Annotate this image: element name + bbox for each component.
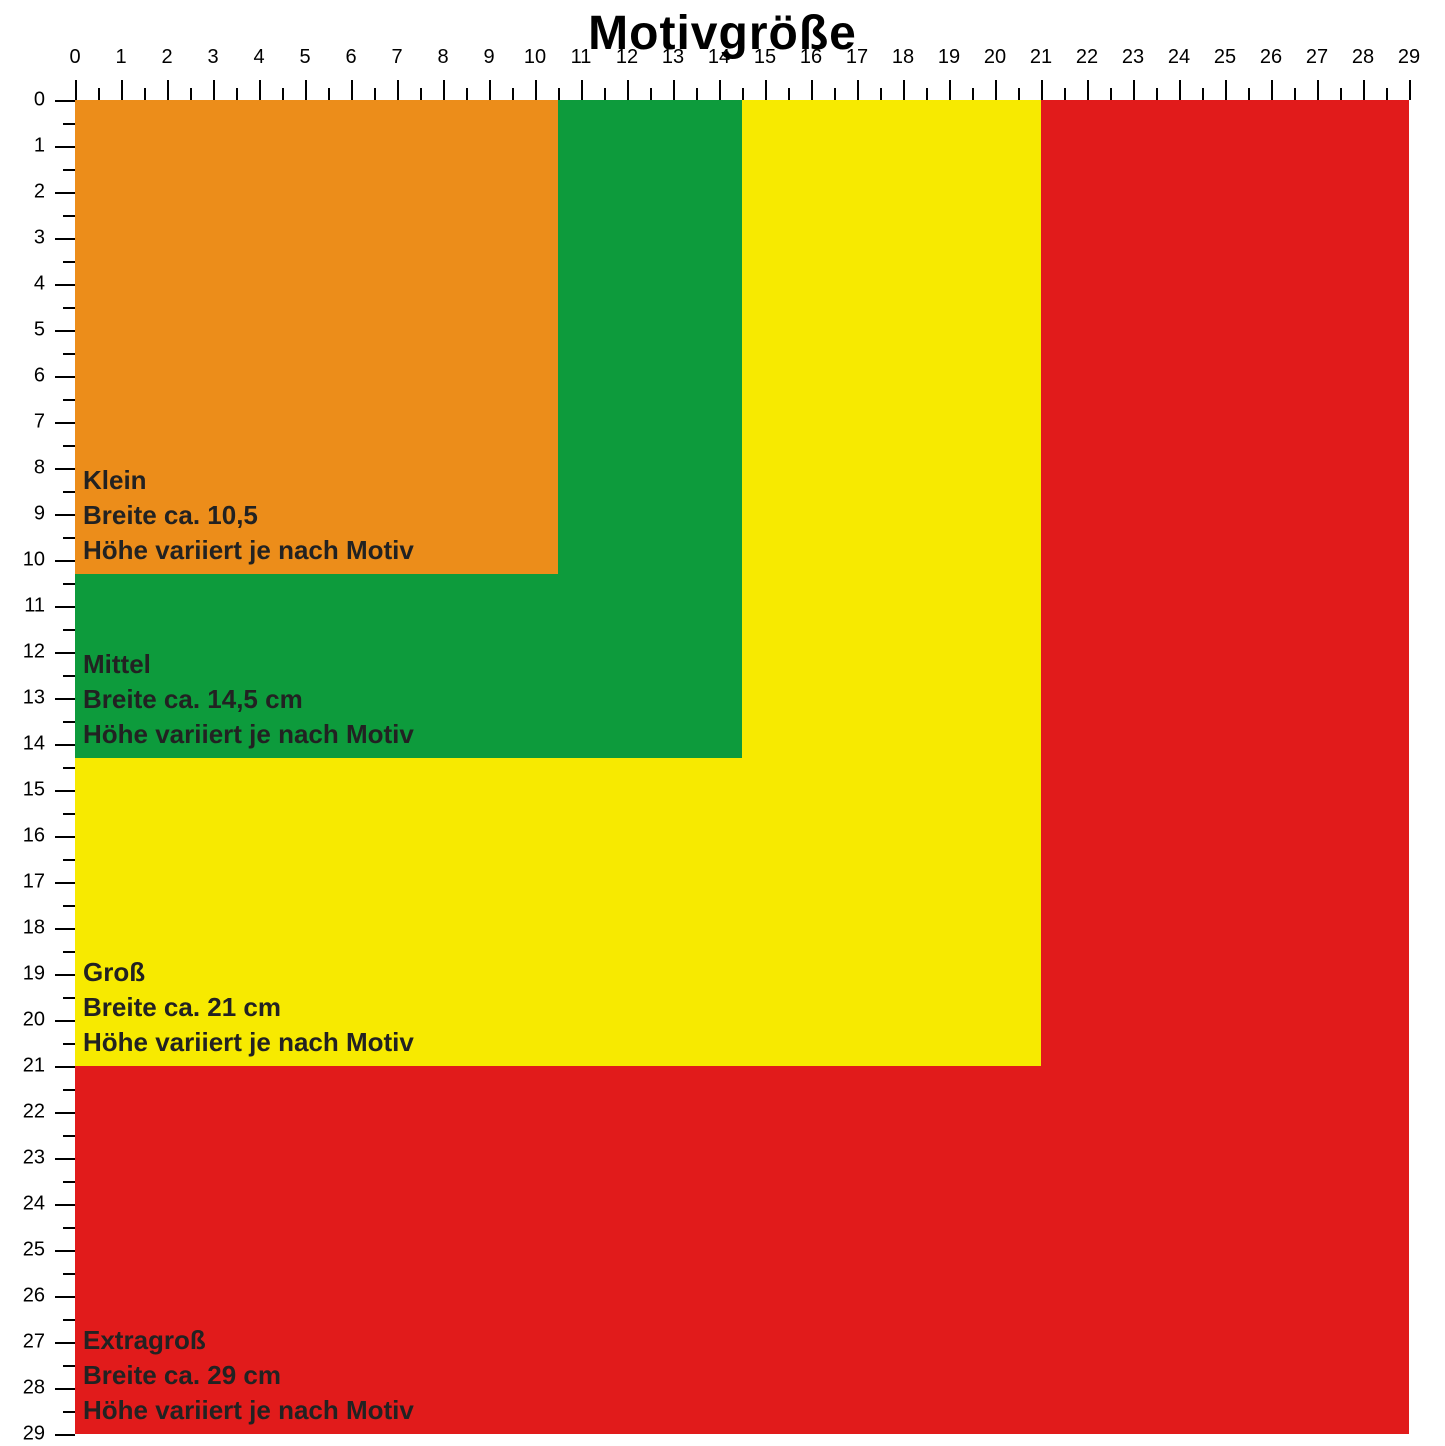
size-name: Extragroß [83, 1323, 414, 1358]
ruler-left-label: 28 [23, 1377, 45, 1400]
ruler-left-label: 21 [23, 1055, 45, 1078]
ruler-left-label: 12 [23, 641, 45, 664]
size-diagram: Motivgröße ExtragroßBreite ca. 29 cmHöhe… [0, 0, 1445, 1445]
ruler-top-label: 5 [299, 46, 310, 69]
size-name: Klein [83, 463, 414, 498]
ruler-top-label: 23 [1122, 46, 1144, 69]
ruler-left-label: 27 [23, 1331, 45, 1354]
ruler-left-label: 20 [23, 1009, 45, 1032]
ruler-top-label: 26 [1260, 46, 1282, 69]
ruler-top-label: 0 [69, 46, 80, 69]
ruler-left-label: 5 [34, 319, 45, 342]
ruler-top-label: 22 [1076, 46, 1098, 69]
ruler-left-label: 15 [23, 779, 45, 802]
ruler-left-label: 6 [34, 365, 45, 388]
ruler-left-label: 23 [23, 1147, 45, 1170]
ruler-top-label: 20 [984, 46, 1006, 69]
ruler-top-label: 18 [892, 46, 914, 69]
size-width: Breite ca. 21 cm [83, 990, 414, 1025]
ruler-left-label: 24 [23, 1193, 45, 1216]
size-label-mittel: MittelBreite ca. 14,5 cmHöhe variiert je… [83, 647, 414, 752]
ruler-left-label: 22 [23, 1101, 45, 1124]
size-width: Breite ca. 14,5 cm [83, 682, 414, 717]
ruler-left-label: 13 [23, 687, 45, 710]
ruler-top-label: 28 [1352, 46, 1374, 69]
ruler-top-label: 4 [253, 46, 264, 69]
ruler-top-label: 19 [938, 46, 960, 69]
size-height: Höhe variiert je nach Motiv [83, 1025, 414, 1060]
ruler-top-label: 24 [1168, 46, 1190, 69]
ruler-top-label: 10 [524, 46, 546, 69]
ruler-top-label: 11 [571, 46, 592, 69]
ruler-left-label: 2 [34, 181, 45, 204]
ruler-top-label: 3 [207, 46, 218, 69]
ruler-left-label: 26 [23, 1285, 45, 1308]
size-height: Höhe variiert je nach Motiv [83, 717, 414, 752]
size-width: Breite ca. 29 cm [83, 1358, 414, 1393]
size-height: Höhe variiert je nach Motiv [83, 533, 414, 568]
ruler-top-label: 13 [662, 46, 684, 69]
ruler-left-label: 0 [34, 89, 45, 112]
ruler-left-label: 3 [34, 227, 45, 250]
ruler-left-label: 29 [23, 1423, 45, 1446]
ruler-left-label: 16 [23, 825, 45, 848]
ruler-left-label: 4 [34, 273, 45, 296]
size-height: Höhe variiert je nach Motiv [83, 1393, 414, 1428]
chart-area: ExtragroßBreite ca. 29 cmHöhe variiert j… [75, 100, 1409, 1434]
ruler-top-label: 8 [437, 46, 448, 69]
ruler-top-label: 17 [846, 46, 868, 69]
ruler-left-label: 1 [34, 135, 45, 158]
ruler-left-label: 10 [23, 549, 45, 572]
size-label-extragross: ExtragroßBreite ca. 29 cmHöhe variiert j… [83, 1323, 414, 1428]
ruler-top-label: 12 [616, 46, 638, 69]
ruler-top: 0123456789101112131415161718192021222324… [75, 68, 1409, 100]
ruler-top-label: 9 [483, 46, 494, 69]
ruler-left-label: 18 [23, 917, 45, 940]
ruler-left: 0123456789101112131415161718192021222324… [43, 100, 75, 1434]
size-box-klein: KleinBreite ca. 10,5Höhe variiert je nac… [75, 100, 558, 574]
ruler-top-label: 21 [1030, 46, 1052, 69]
ruler-left-label: 8 [34, 457, 45, 480]
size-width: Breite ca. 10,5 [83, 498, 414, 533]
size-label-gross: GroßBreite ca. 21 cmHöhe variiert je nac… [83, 955, 414, 1060]
ruler-top-label: 15 [754, 46, 776, 69]
ruler-top-label: 25 [1214, 46, 1236, 69]
ruler-top-label: 27 [1306, 46, 1328, 69]
ruler-left-label: 25 [23, 1239, 45, 1262]
size-label-klein: KleinBreite ca. 10,5Höhe variiert je nac… [83, 463, 414, 568]
ruler-left-label: 9 [34, 503, 45, 526]
ruler-left-label: 19 [23, 963, 45, 986]
ruler-top-label: 29 [1398, 46, 1420, 69]
ruler-left-label: 11 [24, 595, 45, 618]
ruler-top-label: 16 [800, 46, 822, 69]
ruler-top-label: 1 [115, 46, 126, 69]
ruler-top-label: 6 [345, 46, 356, 69]
ruler-left-label: 17 [23, 871, 45, 894]
ruler-top-label: 14 [708, 46, 730, 69]
size-name: Mittel [83, 647, 414, 682]
ruler-left-label: 14 [23, 733, 45, 756]
ruler-top-label: 2 [161, 46, 172, 69]
size-name: Groß [83, 955, 414, 990]
ruler-left-label: 7 [34, 411, 45, 434]
ruler-top-label: 7 [391, 46, 402, 69]
